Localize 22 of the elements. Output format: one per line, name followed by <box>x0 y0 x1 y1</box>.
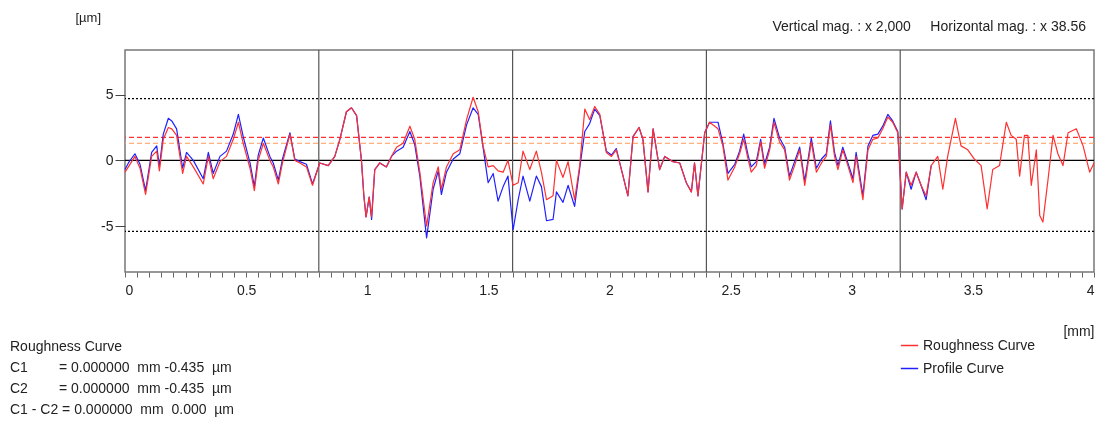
x-tick-label: 2 <box>606 281 615 298</box>
y-tick-label: 0 <box>105 151 114 168</box>
text: Vertical mag. : x 2,000 Horizontal mag. : x 38.56 <box>772 18 1086 34</box>
x-tick-label: 0.5 <box>236 281 257 298</box>
text: C1 - C2 = 0.000000 mm 0.000 µm <box>10 401 235 417</box>
x-tick-label: 0 <box>125 281 134 298</box>
text: C2 = 0.000000 mm -0.435 µm <box>10 380 232 396</box>
line-series <box>124 96 1095 227</box>
y-tick-label: 5 <box>105 86 114 103</box>
x-tick-label: 1.5 <box>479 281 499 298</box>
x-axis-title: [mm] <box>1063 322 1095 339</box>
x-tick-label: 3 <box>848 281 857 298</box>
x-tick-label: 2.5 <box>721 281 742 298</box>
x-tick-label: 1 <box>363 281 372 298</box>
y-tick-label: -5 <box>101 217 114 234</box>
legend-label: Profile Curve <box>923 359 1005 376</box>
text: Roughness Curve <box>10 338 123 354</box>
text: C1 = 0.000000 mm -0.435 µm <box>10 359 232 375</box>
legend-label: Roughness Curve <box>923 336 1036 353</box>
x-tick-label: 3.5 <box>963 281 984 298</box>
y-axis-title: [µm] <box>75 9 102 25</box>
x-tick-label: 4 <box>1086 281 1095 298</box>
